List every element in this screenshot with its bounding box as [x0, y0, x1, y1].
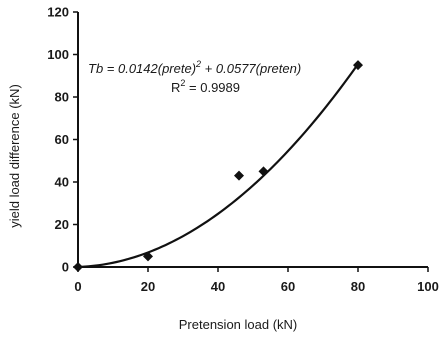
x-tick-label: 100 [417, 279, 439, 294]
y-tick-label: 40 [55, 175, 69, 190]
data-points [73, 60, 363, 272]
equation-exponent: 2 [195, 59, 201, 69]
data-point [234, 170, 244, 181]
x-tick-label: 80 [351, 279, 365, 294]
x-axis-title: Pretension load (kN) [179, 317, 298, 332]
data-point [73, 262, 83, 272]
y-tick-label: 100 [47, 47, 69, 62]
data-point [353, 60, 363, 71]
y-tick-label: 60 [55, 132, 69, 147]
data-point [143, 251, 153, 262]
x-tick-label: 60 [281, 279, 295, 294]
x-tick-label: 0 [74, 279, 81, 294]
equation-left: Tb = 0.0142(prete) [88, 61, 196, 76]
trendline [77, 63, 359, 269]
y-tick-label: 0 [62, 260, 69, 275]
y-axis-title: yield load difference (kN) [7, 84, 22, 228]
y-tick-label: 20 [55, 217, 69, 232]
x-ticks: 0 20 40 60 80 100 [74, 267, 439, 294]
x-tick-label: 40 [211, 279, 225, 294]
r2-value: = 0.9989 [185, 80, 240, 95]
y-ticks: 0 20 40 60 80 100 120 [47, 5, 78, 275]
r2-exponent: 2 [180, 78, 185, 88]
x-tick-label: 20 [141, 279, 155, 294]
equation-annotation: Tb = 0.0142(prete)2 + 0.0577(preten) [88, 59, 301, 76]
y-tick-label: 120 [47, 5, 69, 20]
data-point [258, 166, 269, 177]
equation-right: + 0.0577(preten) [201, 61, 301, 76]
axes [77, 12, 428, 268]
y-tick-label: 80 [55, 90, 69, 105]
r-squared-annotation: R2 = 0.9989 [171, 78, 240, 95]
r2-label: R [171, 80, 180, 95]
